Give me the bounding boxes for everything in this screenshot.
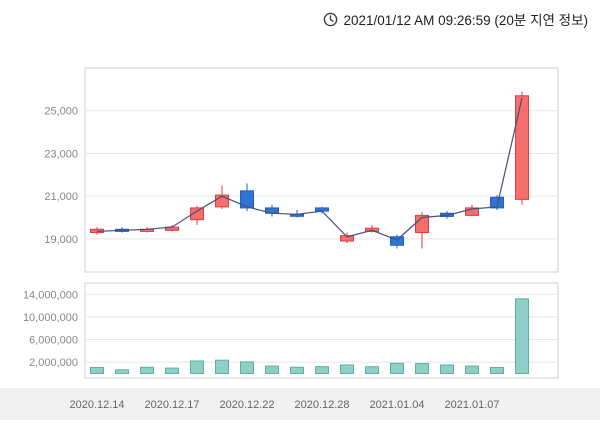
volume-bar xyxy=(265,365,279,374)
clock-icon xyxy=(323,12,337,26)
date-axis-label: 2020.12.17 xyxy=(144,399,199,411)
candlestick xyxy=(240,190,254,209)
volume-bar xyxy=(90,367,104,374)
date-axis-label: 2020.12.28 xyxy=(294,399,349,411)
volume-bar xyxy=(190,360,204,374)
price-axis-label: 19,000 xyxy=(44,234,78,246)
volume-bar xyxy=(515,298,529,374)
volume-bar xyxy=(340,364,354,374)
candlestick xyxy=(515,95,529,200)
volume-bar xyxy=(140,366,154,374)
volume-bar xyxy=(365,366,379,374)
volume-bar xyxy=(490,367,504,374)
volume-bar xyxy=(115,369,129,374)
volume-bar xyxy=(240,361,254,374)
date-axis-label: 2021.01.07 xyxy=(444,399,499,411)
price-axis-label: 25,000 xyxy=(44,106,78,118)
candlestick-volume-chart: 25,000 23,000 21,000 19,000 14,000,000 10,000… xyxy=(0,67,600,420)
price-axis-label: 23,000 xyxy=(44,148,78,160)
candlestick xyxy=(340,235,354,242)
candlestick xyxy=(390,236,404,246)
volume-axis-label: 6,000,000 xyxy=(29,335,78,347)
date-axis-label: 2020.12.14 xyxy=(69,399,124,411)
volume-panel xyxy=(84,282,559,379)
price-line-overlay xyxy=(96,97,523,241)
price-panel xyxy=(84,67,559,273)
volume-axis-label: 10,000,000 xyxy=(23,312,78,324)
volume-bar xyxy=(415,363,429,374)
price-axis-label: 21,000 xyxy=(44,191,78,203)
volume-axis-label: 14,000,000 xyxy=(23,289,78,301)
volume-bar xyxy=(390,362,404,374)
date-axis-label: 2021.01.04 xyxy=(369,399,424,411)
candlestick xyxy=(490,196,504,209)
timestamp-text: 2021/01/12 AM 09:26:59 (20분 지연 정보) xyxy=(343,13,588,28)
candlestick xyxy=(215,194,229,208)
volume-bar xyxy=(465,365,479,374)
volume-bar xyxy=(315,366,329,374)
volume-bar xyxy=(290,366,304,374)
candlestick xyxy=(190,207,204,221)
x-axis-strip xyxy=(0,388,600,420)
volume-axis-label: 2,000,000 xyxy=(29,357,78,369)
volume-bar xyxy=(440,364,454,374)
timestamp-bar: 2021/01/12 AM 09:26:59 (20분 지연 정보) xyxy=(323,9,588,29)
candlestick xyxy=(465,207,479,216)
volume-bar xyxy=(215,359,229,374)
date-axis-label: 2020.12.22 xyxy=(219,399,274,411)
volume-bar xyxy=(165,367,179,374)
